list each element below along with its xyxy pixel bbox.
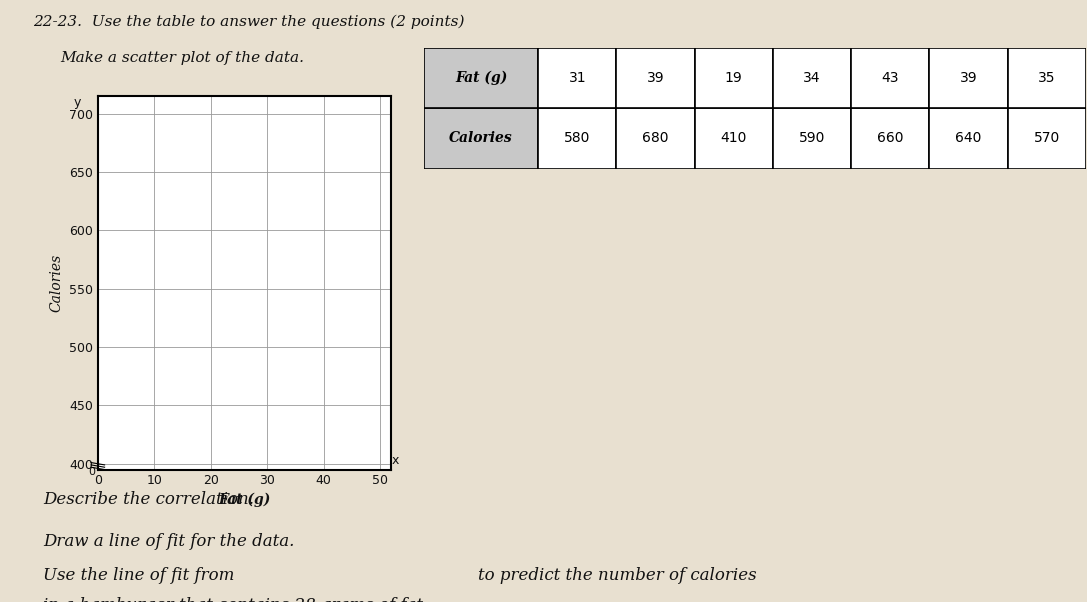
- Text: 570: 570: [1034, 131, 1060, 146]
- Text: 34: 34: [803, 71, 821, 85]
- Bar: [616, 48, 695, 108]
- Text: Calories: Calories: [449, 131, 513, 146]
- Text: 35: 35: [1038, 71, 1055, 85]
- Text: Describe the correlation.: Describe the correlation.: [43, 491, 254, 507]
- Text: 590: 590: [799, 131, 825, 146]
- Bar: [773, 48, 851, 108]
- Text: 640: 640: [955, 131, 982, 146]
- Bar: [929, 108, 1008, 169]
- Text: 43: 43: [882, 71, 899, 85]
- Text: 19: 19: [725, 71, 742, 85]
- Y-axis label: Calories: Calories: [49, 254, 63, 312]
- Bar: [538, 108, 616, 169]
- Text: Make a scatter plot of the data.: Make a scatter plot of the data.: [60, 51, 303, 65]
- Text: to predict the number of calories: to predict the number of calories: [478, 567, 757, 584]
- Bar: [773, 108, 851, 169]
- Text: Use the line of fit from: Use the line of fit from: [43, 567, 235, 584]
- Bar: [1008, 108, 1086, 169]
- Bar: [538, 48, 616, 108]
- Text: 660: 660: [877, 131, 903, 146]
- Text: 410: 410: [721, 131, 747, 146]
- Text: in a hamburger that contains 28 grams of fat.: in a hamburger that contains 28 grams of…: [43, 597, 428, 602]
- Bar: [695, 108, 773, 169]
- Bar: [929, 48, 1008, 108]
- Text: 39: 39: [960, 71, 977, 85]
- Text: 680: 680: [642, 131, 669, 146]
- Bar: [851, 108, 929, 169]
- Bar: [851, 48, 929, 108]
- Bar: [695, 48, 773, 108]
- Text: 0: 0: [88, 467, 95, 477]
- Bar: [1008, 48, 1086, 108]
- Bar: [616, 108, 695, 169]
- Bar: [424, 48, 538, 108]
- X-axis label: Fat (g): Fat (g): [218, 493, 271, 507]
- Text: 580: 580: [564, 131, 590, 146]
- Bar: [424, 108, 538, 169]
- Text: 22-23.  Use the table to answer the questions (2 points): 22-23. Use the table to answer the quest…: [33, 15, 464, 29]
- Text: y: y: [74, 96, 80, 110]
- Text: Draw a line of fit for the data.: Draw a line of fit for the data.: [43, 533, 295, 550]
- Text: Fat (g): Fat (g): [454, 71, 508, 85]
- Text: 31: 31: [569, 71, 586, 85]
- Text: 39: 39: [647, 71, 664, 85]
- Text: x: x: [391, 455, 399, 467]
